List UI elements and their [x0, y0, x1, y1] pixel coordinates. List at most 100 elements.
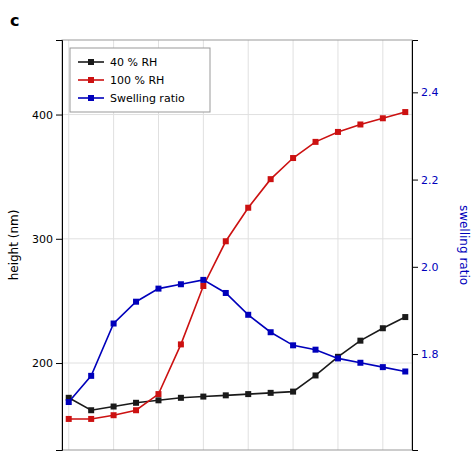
legend-box [70, 48, 210, 112]
tick-mark [56, 239, 62, 240]
tick: 200 [32, 357, 62, 370]
marker [402, 314, 408, 320]
tick-label: 300 [32, 233, 53, 246]
tick-mark [56, 115, 62, 116]
series-line [69, 317, 406, 410]
tick: 1.8 [412, 348, 439, 361]
marker [111, 404, 117, 410]
marker [357, 121, 363, 127]
title: c [10, 11, 19, 30]
grid-line [62, 114, 412, 115]
tick: 300 [32, 233, 62, 246]
marker [245, 312, 251, 318]
marker [268, 176, 274, 182]
marker [268, 329, 274, 335]
marker [133, 299, 139, 305]
marker [357, 338, 363, 344]
marker [223, 290, 229, 296]
marker [88, 416, 94, 422]
marker [380, 325, 386, 331]
marker [290, 342, 296, 348]
tick-label: 1.8 [421, 348, 439, 361]
marker [290, 155, 296, 161]
marker [357, 360, 363, 366]
plot-frame [62, 40, 412, 450]
series-line [69, 112, 406, 419]
tick-mark [56, 363, 62, 364]
tick: 2.0 [412, 261, 439, 274]
marker [402, 109, 408, 115]
tick-label: 200 [32, 357, 53, 370]
y-axis-title: height (nm) [7, 210, 21, 281]
marker [402, 368, 408, 374]
marker [133, 407, 139, 413]
marker [245, 205, 251, 211]
chart: 200 300 400 1.8 2.0 2.2 2.4 40 % RH 100 % RH Swel… [0, 0, 474, 474]
marker [133, 400, 139, 406]
grid [62, 40, 412, 450]
tick-label: 2.4 [421, 86, 439, 99]
marker [88, 407, 94, 413]
grid-line [248, 40, 249, 450]
marker [66, 399, 72, 405]
marker [313, 139, 319, 145]
marker [223, 392, 229, 398]
marker [335, 129, 341, 135]
marker [111, 412, 117, 418]
marker [313, 372, 319, 378]
marker [380, 364, 386, 370]
marker [155, 286, 161, 292]
tick-label: 2.2 [421, 174, 439, 187]
axis-line [56, 41, 63, 451]
marker [223, 238, 229, 244]
grid-line [62, 238, 412, 239]
marks [66, 109, 409, 422]
marker [66, 416, 72, 422]
marker [178, 341, 184, 347]
marker [200, 394, 206, 400]
legend-item: 100 % RH [78, 74, 164, 87]
marker [178, 395, 184, 401]
y2-axis-title: swelling ratio [457, 205, 471, 285]
legend-label: Swelling ratio [110, 92, 185, 105]
marker [380, 115, 386, 121]
grid-line [293, 40, 294, 450]
grid-line [337, 40, 338, 450]
marker [88, 373, 94, 379]
legend-marker [88, 95, 94, 101]
tick: 2.2 [412, 174, 439, 187]
plot: 200 300 400 1.8 2.0 2.2 2.4 40 % RH 100 % RH Swel… [32, 40, 439, 451]
grid-line [68, 40, 69, 450]
y-axis: 200 300 400 [32, 41, 63, 451]
legend-label: 40 % RH [110, 56, 157, 69]
marker [200, 283, 206, 289]
marker [313, 347, 319, 353]
tick-mark [412, 267, 418, 268]
tick-mark [412, 92, 418, 93]
marker [245, 391, 251, 397]
marker [155, 391, 161, 397]
legend-marker [88, 59, 94, 65]
series-line [69, 280, 406, 402]
marker [290, 389, 296, 395]
y2-axis: 1.8 2.0 2.2 2.4 [412, 41, 439, 451]
marker [111, 321, 117, 327]
legend: 40 % RH 100 % RH Swelling ratio [70, 48, 210, 112]
grid-line [382, 40, 383, 450]
legend-item: 40 % RH [78, 56, 157, 69]
legend-label: 100 % RH [110, 74, 164, 87]
tick: 2.4 [412, 86, 439, 99]
axis-line [413, 41, 419, 451]
marker [335, 355, 341, 361]
marker [200, 277, 206, 283]
tick-mark [412, 354, 418, 355]
tick: 400 [32, 109, 62, 122]
marker [268, 390, 274, 396]
marker [178, 281, 184, 287]
tick-mark [412, 180, 418, 181]
marker [155, 397, 161, 403]
legend-marker [88, 77, 94, 83]
legend-item: Swelling ratio [78, 92, 185, 105]
tick-label: 400 [32, 109, 53, 122]
tick-label: 2.0 [421, 261, 439, 274]
